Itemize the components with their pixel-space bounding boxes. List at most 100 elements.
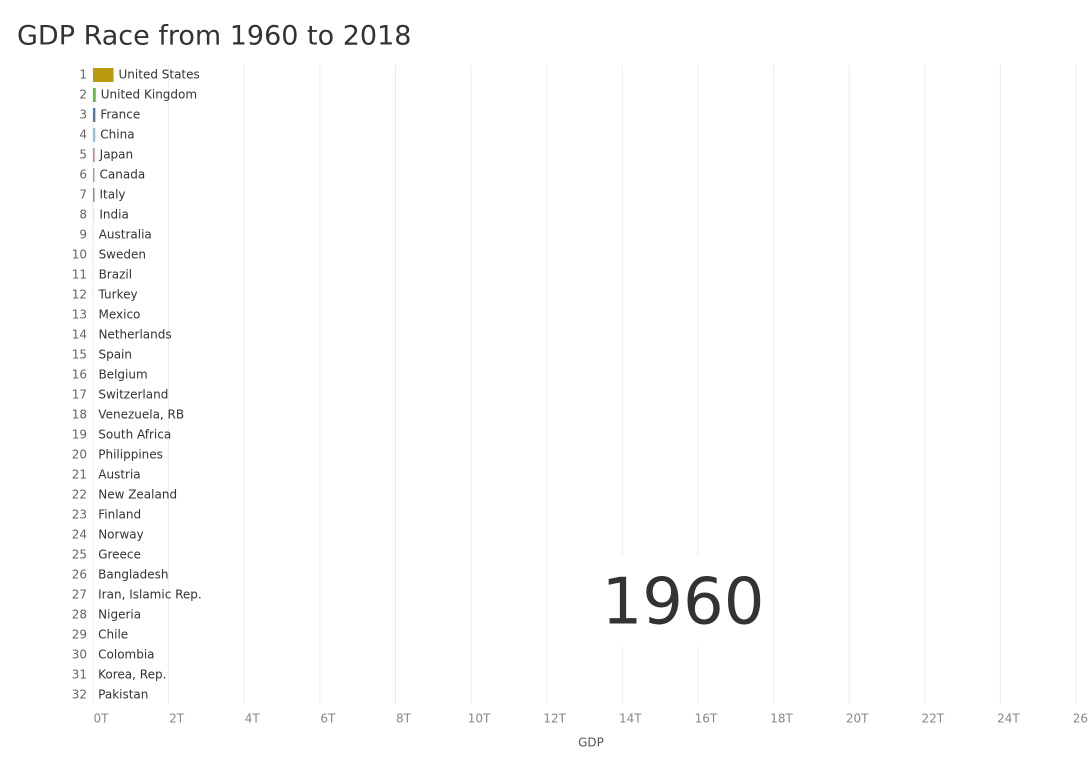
category-label: Chile xyxy=(98,628,128,642)
rank-label: 22 xyxy=(72,488,87,502)
bar xyxy=(93,268,94,282)
category-label: Austria xyxy=(98,468,140,482)
bar xyxy=(93,508,94,522)
category-label: Sweden xyxy=(99,248,146,262)
bar xyxy=(93,648,94,662)
bar xyxy=(93,328,94,342)
bar xyxy=(93,68,114,82)
rank-label: 7 xyxy=(79,188,87,202)
bar xyxy=(93,608,94,622)
rank-label: 12 xyxy=(72,288,87,302)
bar xyxy=(93,108,96,122)
bar xyxy=(93,468,94,482)
x-tick-label: 14T xyxy=(619,712,642,726)
rank-label: 1 xyxy=(79,68,87,82)
category-label: Colombia xyxy=(98,648,154,662)
category-label: China xyxy=(100,128,134,142)
x-tick-label: 22T xyxy=(921,712,944,726)
bar xyxy=(93,428,94,442)
category-label: Italy xyxy=(100,188,126,202)
rank-label: 28 xyxy=(72,608,87,622)
bar xyxy=(93,148,95,162)
rank-label: 2 xyxy=(79,88,87,102)
rank-label: 15 xyxy=(72,348,87,362)
category-label: Japan xyxy=(99,148,133,162)
rank-label: 32 xyxy=(72,688,87,702)
category-label: South Africa xyxy=(98,428,171,442)
x-tick-label: 4T xyxy=(245,712,261,726)
category-label: Nigeria xyxy=(98,608,141,622)
x-tick-label: 2T xyxy=(169,712,185,726)
x-tick-label: 24T xyxy=(997,712,1020,726)
category-label: Turkey xyxy=(98,288,138,302)
x-tick-label: 10T xyxy=(468,712,491,726)
bar xyxy=(93,668,94,682)
bar xyxy=(93,568,94,582)
x-axis-label: GDP xyxy=(578,736,604,750)
bar xyxy=(93,368,94,382)
x-tick-label: 12T xyxy=(543,712,566,726)
bar xyxy=(93,448,94,462)
year-backdrop xyxy=(596,556,772,646)
rank-label: 21 xyxy=(72,468,87,482)
rank-label: 3 xyxy=(79,108,87,122)
x-tick-label: 8T xyxy=(396,712,412,726)
rank-label: 19 xyxy=(72,428,87,442)
bar xyxy=(93,528,94,542)
rank-label: 25 xyxy=(72,548,87,562)
category-label: Pakistan xyxy=(98,688,148,702)
rank-label: 11 xyxy=(72,268,87,282)
bar xyxy=(93,628,94,642)
category-label: Spain xyxy=(98,348,132,362)
bar xyxy=(93,548,94,562)
bar xyxy=(93,588,94,602)
rank-label: 31 xyxy=(72,668,87,682)
rank-label: 10 xyxy=(72,248,87,262)
rank-label: 23 xyxy=(72,508,87,522)
bar xyxy=(93,688,94,702)
rank-label: 14 xyxy=(72,328,87,342)
category-label: Philippines xyxy=(98,448,163,462)
category-label: Netherlands xyxy=(98,328,171,342)
category-label: Belgium xyxy=(98,368,147,382)
category-label: Mexico xyxy=(98,308,140,322)
rank-label: 26 xyxy=(72,568,87,582)
category-label: New Zealand xyxy=(98,488,177,502)
rank-label: 16 xyxy=(72,368,87,382)
category-label: Canada xyxy=(100,168,146,182)
x-tick-label: 26T xyxy=(1073,712,1088,726)
category-label: United Kingdom xyxy=(101,88,197,102)
bar xyxy=(93,388,94,402)
bar xyxy=(93,408,94,422)
category-label: France xyxy=(100,108,140,122)
category-label: United States xyxy=(119,68,200,82)
rank-label: 29 xyxy=(72,628,87,642)
category-label: Finland xyxy=(98,508,141,522)
bar xyxy=(93,168,95,182)
x-tick-label: 0T xyxy=(94,712,110,726)
bar xyxy=(93,188,95,202)
bar xyxy=(93,248,94,262)
rank-label: 9 xyxy=(79,228,87,242)
bar xyxy=(93,208,95,222)
rank-label: 4 xyxy=(79,128,87,142)
bar xyxy=(93,288,94,302)
x-tick-label: 16T xyxy=(695,712,718,726)
rank-label: 17 xyxy=(72,388,87,402)
bar xyxy=(93,228,94,242)
category-label: Australia xyxy=(99,228,152,242)
rank-label: 8 xyxy=(79,208,87,222)
rank-label: 6 xyxy=(79,168,87,182)
category-label: Venezuela, RB xyxy=(98,408,184,422)
x-tick-label: 18T xyxy=(770,712,793,726)
rank-label: 20 xyxy=(72,448,87,462)
category-label: Brazil xyxy=(99,268,132,282)
category-label: Bangladesh xyxy=(98,568,168,582)
rank-label: 27 xyxy=(72,588,87,602)
category-label: Norway xyxy=(98,528,144,542)
chart-title: GDP Race from 1960 to 2018 xyxy=(17,21,411,52)
category-label: Greece xyxy=(98,548,141,562)
rank-label: 18 xyxy=(72,408,87,422)
bar xyxy=(93,88,96,102)
